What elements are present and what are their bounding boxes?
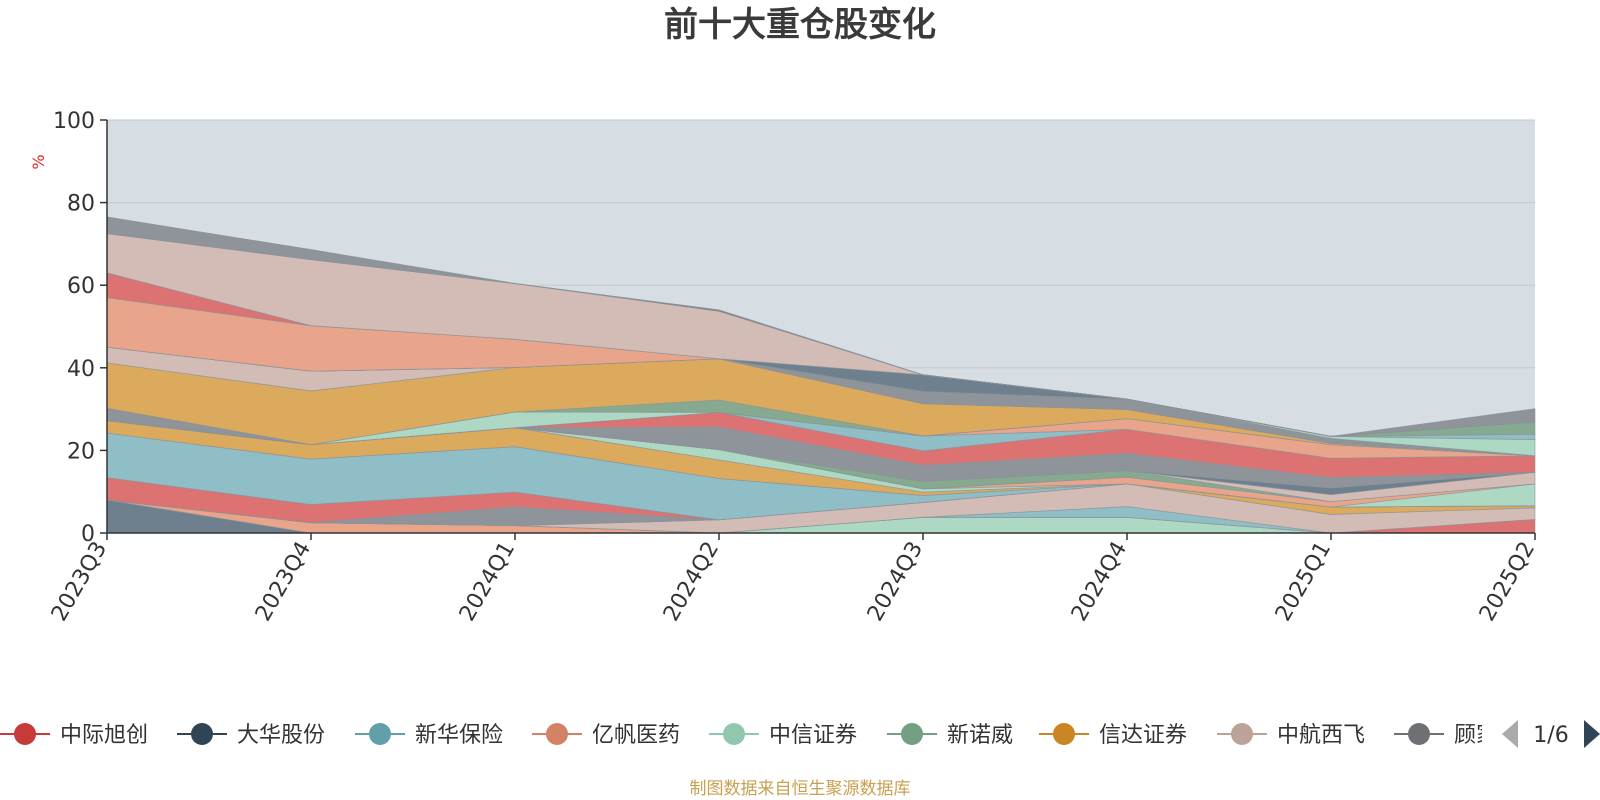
legend-item[interactable]: 中航西飞 [1217,723,1365,748]
legend-label: 亿帆医药 [592,723,680,748]
legend-marker [723,723,745,745]
x-tick-label: 2025Q1 [1271,538,1336,626]
legend-label: 中信证券 [769,723,857,748]
legend-label: 新华保险 [415,723,503,748]
legend-item[interactable]: 中信证券 [709,723,857,748]
legend-item[interactable]: 新华保险 [355,723,503,748]
legend-label: 新诺威 [947,723,1013,748]
legend-marker [369,723,391,745]
x-tick-label: 2023Q4 [251,538,316,626]
legend-items: 中际旭创 大华股份 新华保险 亿帆医药 中信证券 新诺威 信达证券 中航西飞 顾家家居 [0,723,1542,748]
legend-next-icon[interactable] [1584,720,1600,748]
legend-item[interactable]: 顾家家居 [1394,723,1542,748]
legend-prev-icon[interactable] [1502,720,1518,748]
y-tick-label: 40 [67,357,95,382]
x-tick-label: 2024Q4 [1067,538,1132,626]
legend-label: 信达证券 [1099,723,1187,748]
legend-label: 中际旭创 [60,723,148,748]
legend-marker [1053,723,1075,745]
legend-pager: 1/6 [1502,720,1600,748]
y-tick-label: 100 [53,109,95,134]
legend-page-indicator: 1/6 [1533,723,1568,748]
y-tick-label: 60 [67,274,95,299]
x-tick-label: 2023Q3 [47,538,112,626]
legend-item[interactable]: 信达证券 [1039,723,1187,748]
legend-marker [191,723,213,745]
y-tick-label: 0 [81,522,95,547]
legend-marker [1408,723,1430,745]
chart-title: 前十大重仓股变化 [664,5,936,45]
x-tick-label: 2024Q1 [455,538,520,626]
data-source-note: 制图数据来自恒生聚源数据库 [690,779,911,799]
legend-marker [546,723,568,745]
legend-label: 中航西飞 [1277,723,1365,748]
y-tick-label: 20 [67,439,95,464]
legend-marker [14,723,36,745]
legend-label: 顾家家居 [1454,723,1542,748]
legend-item[interactable]: 中际旭创 [0,723,148,748]
legend-item[interactable]: 新诺威 [887,723,1013,748]
x-tick-label: 2024Q2 [659,538,724,626]
legend-marker [901,723,923,745]
legend-item[interactable]: 大华股份 [177,723,325,748]
legend-marker [1231,723,1253,745]
y-axis-unit: % [29,154,48,169]
legend[interactable]: 中际旭创 大华股份 新华保险 亿帆医药 中信证券 新诺威 信达证券 中航西飞 顾家家居 [0,723,1542,748]
stacked-areas [106,216,1536,534]
y-tick-label: 80 [67,192,95,217]
legend-label: 大华股份 [237,723,325,748]
legend-item[interactable]: 亿帆医药 [532,723,680,748]
x-tick-label: 2025Q2 [1475,538,1540,626]
area-series-34 [106,216,1536,437]
x-tick-label: 2024Q3 [863,538,928,626]
